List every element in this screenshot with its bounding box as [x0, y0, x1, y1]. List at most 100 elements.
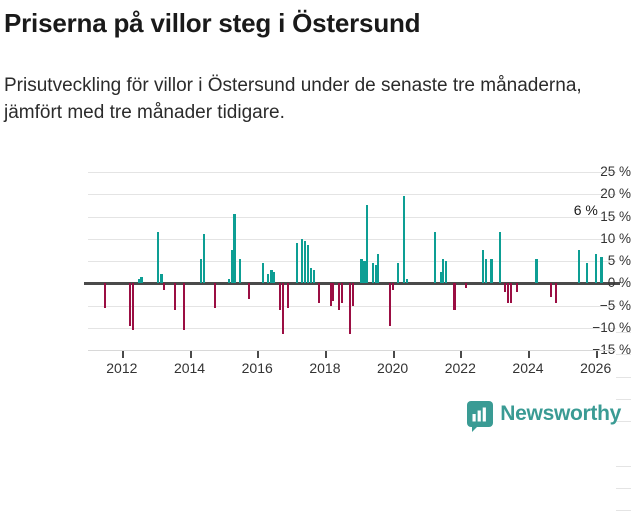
bar — [213, 283, 216, 308]
bar — [261, 263, 265, 284]
bar — [405, 278, 408, 284]
bar — [484, 258, 487, 284]
bar — [594, 254, 597, 284]
gridline — [88, 216, 616, 218]
bar — [490, 258, 493, 284]
y-axis-tick-label: 10 % — [600, 230, 631, 246]
bar — [515, 283, 518, 293]
bar — [371, 263, 375, 284]
y-axis-tick-label: 5 % — [607, 253, 631, 268]
x-axis-tick-label: 2012 — [106, 360, 138, 376]
bar — [444, 261, 448, 284]
bar — [239, 258, 242, 284]
x-axis-tick-label: 2024 — [512, 360, 544, 376]
bar — [312, 269, 315, 284]
bar — [340, 283, 343, 304]
last-value-annotation: 6 % — [573, 201, 598, 218]
bar — [157, 232, 160, 284]
bar-chart-speech-bubble-icon — [467, 401, 494, 432]
y-axis-tick-label: −5 % — [599, 297, 631, 313]
bar — [377, 254, 380, 284]
bar — [281, 283, 284, 335]
y-axis-tick-label: −15 % — [592, 342, 631, 357]
x-axis-tick — [257, 351, 260, 358]
bar — [304, 240, 307, 284]
bar — [388, 283, 391, 326]
bar — [230, 249, 233, 284]
gridline-extension — [616, 332, 631, 333]
y-axis-tick-label: 0 % — [607, 275, 631, 291]
gridline — [88, 261, 616, 262]
x-axis-tick-label: 2014 — [173, 360, 206, 376]
bar — [199, 258, 202, 284]
bar — [273, 272, 276, 284]
x-axis-tick — [392, 351, 395, 358]
gridline — [88, 172, 616, 173]
gridline — [88, 305, 616, 307]
bar — [228, 278, 231, 284]
gridline-extension — [616, 354, 631, 356]
bar — [374, 265, 377, 284]
x-axis-tick-label: 2020 — [377, 360, 409, 376]
bar — [349, 283, 352, 335]
plot-area — [84, 172, 620, 351]
chart-container: 25 % 20 % 15 % 10 % 5 % 0 % −5 % −10 % −15 % 201… — [0, 160, 631, 511]
bar — [402, 196, 405, 284]
bar — [309, 267, 312, 284]
bar — [391, 283, 394, 290]
x-axis-line — [88, 350, 616, 351]
bar — [366, 205, 369, 284]
bar — [267, 274, 270, 284]
bar — [140, 276, 143, 284]
y-axis-tick-label: −10 % — [592, 319, 631, 335]
x-axis-tick-label: 2016 — [241, 360, 273, 376]
bar — [103, 283, 106, 308]
x-axis-tick-label: 2022 — [444, 360, 476, 376]
gridline-extension — [616, 398, 631, 400]
bar — [233, 214, 236, 284]
bar — [600, 256, 603, 284]
bar — [397, 263, 400, 284]
gridline — [88, 194, 616, 196]
x-axis-tick — [595, 351, 598, 358]
bar — [442, 258, 445, 284]
bar — [360, 258, 363, 284]
x-axis-tick — [460, 351, 463, 358]
bar — [306, 245, 310, 284]
bar — [586, 263, 589, 284]
page-title: Priserna på villor steg i Östersund — [4, 8, 421, 38]
x-axis-tick-label: 2018 — [309, 360, 341, 376]
bar — [504, 283, 507, 293]
chart-page: Priserna på villor steg i Östersund Pris… — [0, 8, 631, 511]
bar — [507, 283, 510, 304]
bar — [498, 232, 501, 284]
x-axis-tick — [189, 351, 192, 358]
logo-text: Newsworthy — [500, 402, 621, 425]
bar — [160, 274, 163, 284]
bar — [363, 261, 366, 284]
bar — [318, 283, 321, 304]
bar — [481, 249, 485, 284]
bar — [295, 243, 298, 284]
bar — [278, 283, 281, 310]
bar — [332, 283, 335, 302]
x-axis-tick-label: 2026 — [580, 360, 612, 376]
x-axis-tick — [324, 351, 327, 358]
bar — [137, 278, 140, 284]
bar-series — [88, 172, 616, 350]
bar — [174, 283, 177, 310]
x-axis-tick — [528, 351, 530, 358]
bar — [535, 258, 538, 284]
bar — [338, 283, 341, 310]
bar — [202, 234, 205, 284]
y-axis-tick-label: 25 % — [600, 164, 631, 179]
bar — [554, 283, 558, 304]
bar — [439, 272, 442, 284]
bar — [453, 283, 456, 310]
x-axis-tick — [121, 351, 124, 358]
newsworthy-logo[interactable]: Newsworthy — [467, 401, 621, 432]
bar — [270, 269, 273, 284]
bar — [329, 283, 332, 306]
gridline-extension — [616, 465, 631, 467]
gridline-extension — [616, 421, 631, 422]
